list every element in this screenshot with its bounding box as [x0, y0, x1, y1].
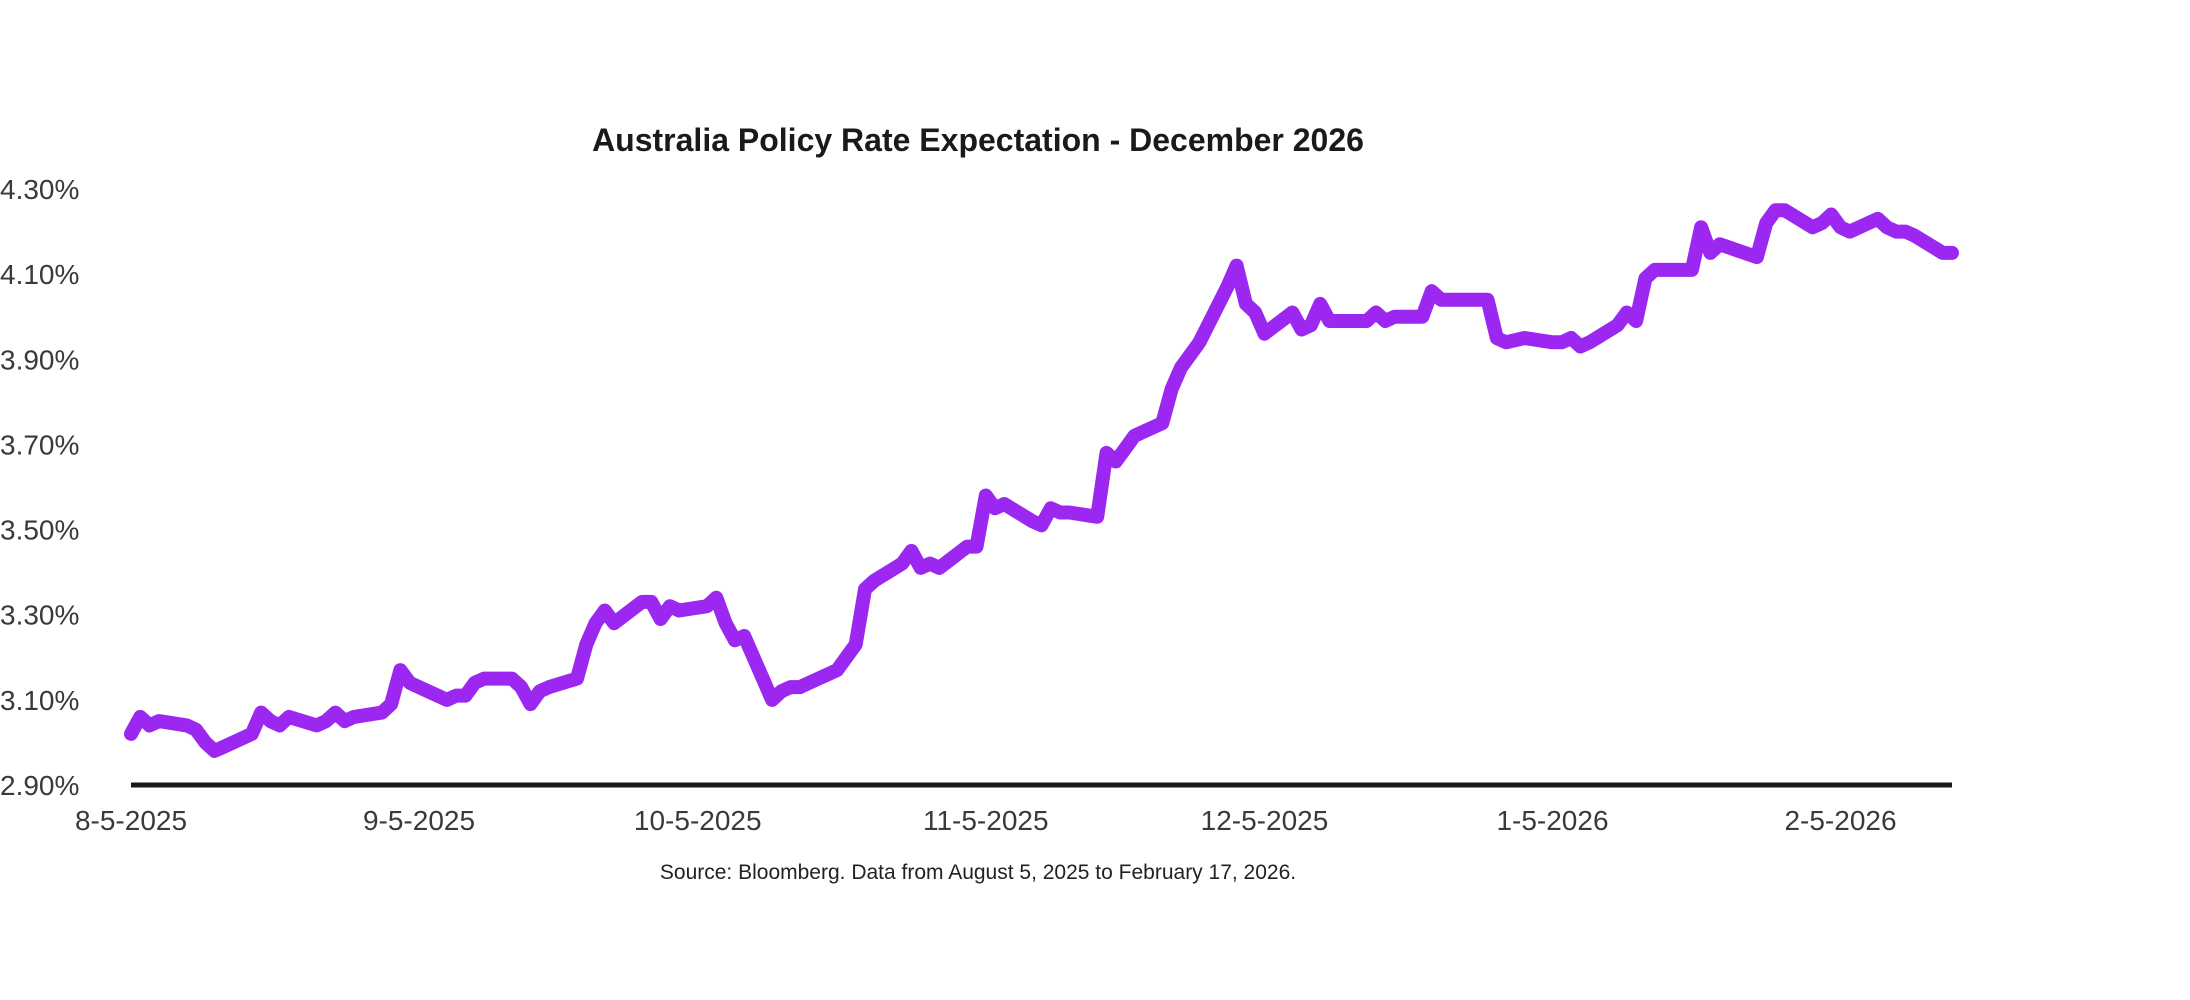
chart-title: Australia Policy Rate Expectation - Dece…	[592, 122, 1364, 158]
y-axis-ticks: 4.30% 4.10% 3.90% 3.70% 3.50% 3.30% 3.10% 2.90%	[0, 174, 79, 801]
x-tick-label: 9-5-2025	[363, 805, 475, 836]
y-tick-label: 2.90%	[0, 770, 79, 801]
y-tick-label: 4.30%	[0, 174, 79, 205]
y-tick-label: 4.10%	[0, 259, 79, 290]
x-tick-label: 11-5-2025	[923, 805, 1049, 836]
x-tick-label: 10-5-2025	[634, 805, 762, 836]
x-axis-ticks: 8-5-2025 9-5-2025 10-5-2025 11-5-2025 12-5-2…	[75, 805, 1897, 836]
y-tick-label: 3.50%	[0, 515, 79, 546]
x-tick-label: 12-5-2025	[1201, 805, 1329, 836]
y-tick-label: 3.90%	[0, 344, 79, 375]
y-tick-label: 3.10%	[0, 685, 79, 716]
x-tick-label: 1-5-2026	[1496, 805, 1608, 836]
source-note: Source: Bloomberg. Data from August 5, 2…	[660, 861, 1296, 884]
x-tick-label: 2-5-2026	[1784, 805, 1896, 836]
x-tick-label: 8-5-2025	[75, 805, 187, 836]
series-line	[124, 203, 1959, 758]
y-tick-label: 3.30%	[0, 600, 79, 631]
y-tick-label: 3.70%	[0, 429, 79, 460]
